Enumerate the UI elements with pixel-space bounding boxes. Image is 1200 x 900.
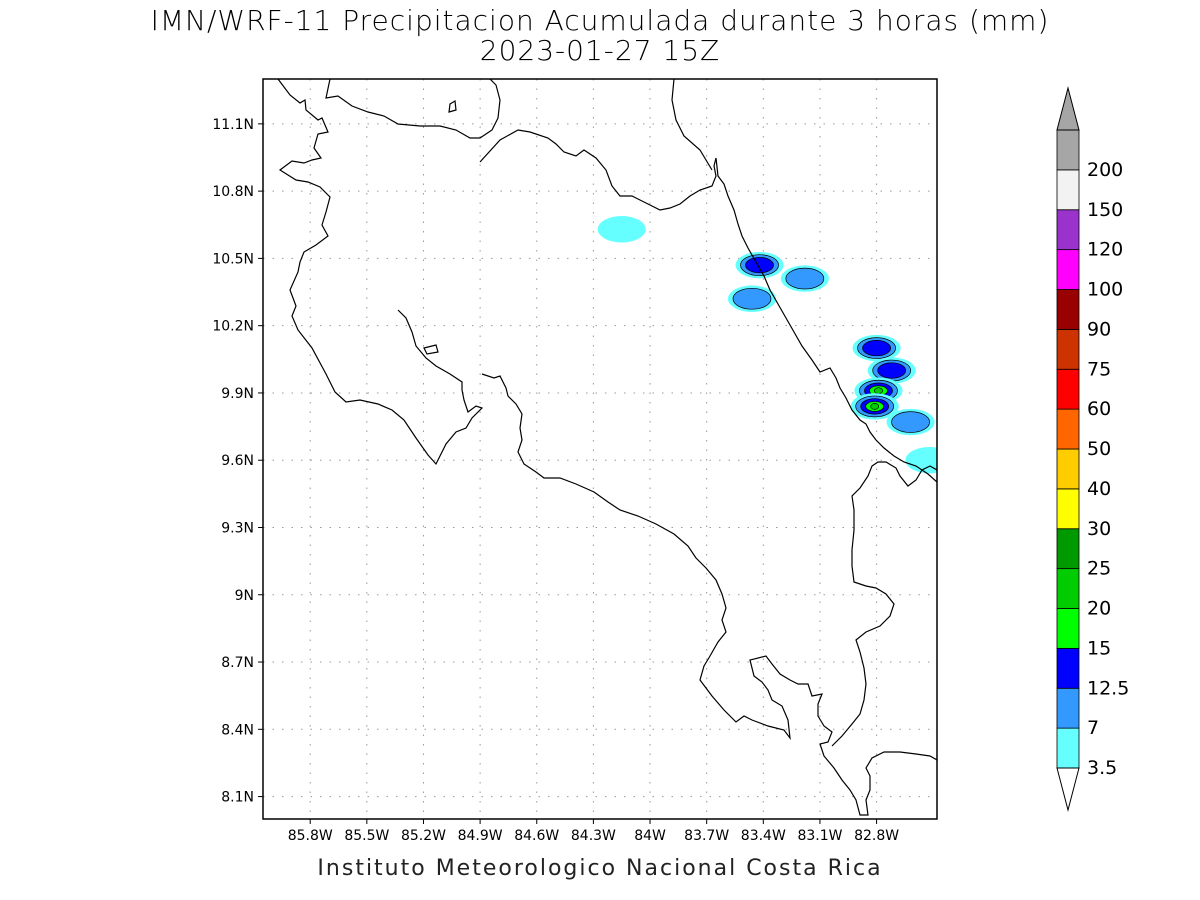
precip-contour	[877, 362, 907, 379]
x-tick-label: 83.4W	[741, 828, 786, 844]
coastline-layer	[277, 79, 937, 816]
precip-cell	[597, 216, 646, 243]
precip-cell	[850, 393, 899, 420]
y-tick-label: 8.1N	[221, 790, 254, 806]
colorbar-bottom-arrow	[1056, 767, 1080, 812]
colorbar-swatch	[1056, 368, 1080, 410]
y-tick-label: 10.5N	[212, 251, 254, 267]
lake-shore-north	[325, 79, 501, 139]
precip-cell	[905, 447, 937, 474]
y-tick-label: 8.4N	[221, 722, 254, 738]
y-tick-label: 11.1N	[212, 117, 254, 133]
x-tick-label: 84.9W	[458, 828, 503, 844]
map-subtitle: 2023-01-27 15Z	[479, 34, 721, 67]
x-tick-label: 84.6W	[514, 828, 559, 844]
x-tick-label: 84.3W	[571, 828, 616, 844]
x-tick-label: 85.2W	[401, 828, 446, 844]
colorbar-label: 90	[1087, 318, 1111, 340]
precipitation-overlay	[597, 216, 937, 474]
colorbar-label: 150	[1087, 199, 1123, 221]
gulf-island	[423, 344, 439, 355]
colorbar-label: 100	[1087, 279, 1123, 301]
colorbar-swatch	[1056, 328, 1080, 370]
y-tick-label: 10.2N	[212, 319, 254, 335]
colorbar-swatch	[1056, 408, 1080, 450]
colorbar-label: 3.5	[1087, 757, 1117, 779]
lake-island	[448, 100, 457, 113]
colorbar-swatch	[1056, 209, 1080, 251]
colorbar-label: 7	[1087, 717, 1099, 739]
northern-coast	[277, 79, 484, 466]
precip-contour	[732, 287, 772, 310]
precip-cell	[852, 334, 901, 362]
colorbar-swatch	[1056, 647, 1080, 689]
colorbar-swatch	[1056, 249, 1080, 290]
colorbar: 3.5 7 12.5 15 20 25 30 40 50 60 75 90 100 120 150 200	[1056, 86, 1129, 812]
precip-cell	[886, 408, 935, 436]
colorbar-swatch	[1056, 448, 1080, 490]
map-plot-area	[263, 79, 937, 819]
colorbar-label: 120	[1087, 239, 1123, 261]
map-title: IMN/WRF-11 Precipitacion Acumulada duran…	[150, 4, 1050, 37]
colorbar-label: 50	[1087, 438, 1111, 460]
axis-ticks: 85.8W 85.5W 85.2W 84.9W 84.6W 84.3W 84W 83.7W 83…	[212, 117, 899, 844]
y-tick-label: 9.3N	[221, 520, 254, 536]
colorbar-swatch	[1056, 687, 1080, 729]
border-san-juan	[479, 129, 717, 211]
colorbar-label: 40	[1087, 478, 1111, 500]
x-tick-label: 83.1W	[797, 828, 842, 844]
precip-cell	[735, 251, 784, 279]
colorbar-swatch	[1056, 169, 1080, 211]
panama-border-south	[831, 461, 937, 747]
interior-border	[481, 373, 937, 816]
y-tick-label: 8.7N	[221, 655, 254, 671]
precip-cell	[780, 265, 829, 292]
colorbar-swatch	[1056, 608, 1080, 649]
colorbar-swatch	[1056, 568, 1080, 609]
precip-cell	[867, 357, 916, 384]
colorbar-swatch	[1056, 289, 1080, 330]
precip-contour	[785, 267, 825, 290]
precip-contour	[905, 447, 937, 474]
y-tick-label: 10.8N	[212, 184, 254, 200]
colorbar-swatch	[1056, 528, 1080, 570]
precip-contour	[745, 257, 774, 274]
caribbean-coast-north	[715, 157, 937, 483]
map-frame	[262, 78, 938, 820]
colorbar-swatch	[1056, 727, 1080, 769]
colorbar-label: 15	[1087, 637, 1111, 659]
x-tick-label: 82.8W	[854, 828, 899, 844]
x-tick-label: 85.8W	[288, 828, 333, 844]
colorbar-top-arrow	[1056, 86, 1080, 131]
colorbar-label: 30	[1087, 518, 1111, 540]
y-tick-label: 9N	[235, 588, 254, 604]
precip-contour	[891, 411, 930, 433]
precip-contour	[874, 387, 883, 395]
colorbar-label: 75	[1087, 358, 1111, 380]
x-tick-label: 84W	[634, 828, 666, 844]
border-east-coast	[671, 79, 713, 171]
x-tick-label: 83.7W	[684, 828, 729, 844]
y-tick-label: 9.6N	[221, 453, 254, 469]
colorbar-label: 20	[1087, 598, 1111, 620]
precip-cell	[727, 285, 776, 312]
colorbar-label: 12.5	[1087, 677, 1129, 699]
map-footer: Instituto Meteorologico Nacional Costa R…	[317, 856, 883, 881]
colorbar-swatch	[1056, 488, 1080, 530]
map-grid	[263, 79, 937, 819]
y-tick-label: 9.9N	[221, 386, 254, 402]
colorbar-label: 25	[1087, 558, 1111, 580]
colorbar-swatch	[1056, 129, 1080, 171]
precip-contour	[597, 216, 646, 243]
colorbar-label: 200	[1087, 159, 1123, 181]
precip-contour	[862, 340, 891, 357]
x-tick-label: 85.5W	[344, 828, 389, 844]
precip-contour	[870, 403, 880, 410]
colorbar-label: 60	[1087, 398, 1111, 420]
